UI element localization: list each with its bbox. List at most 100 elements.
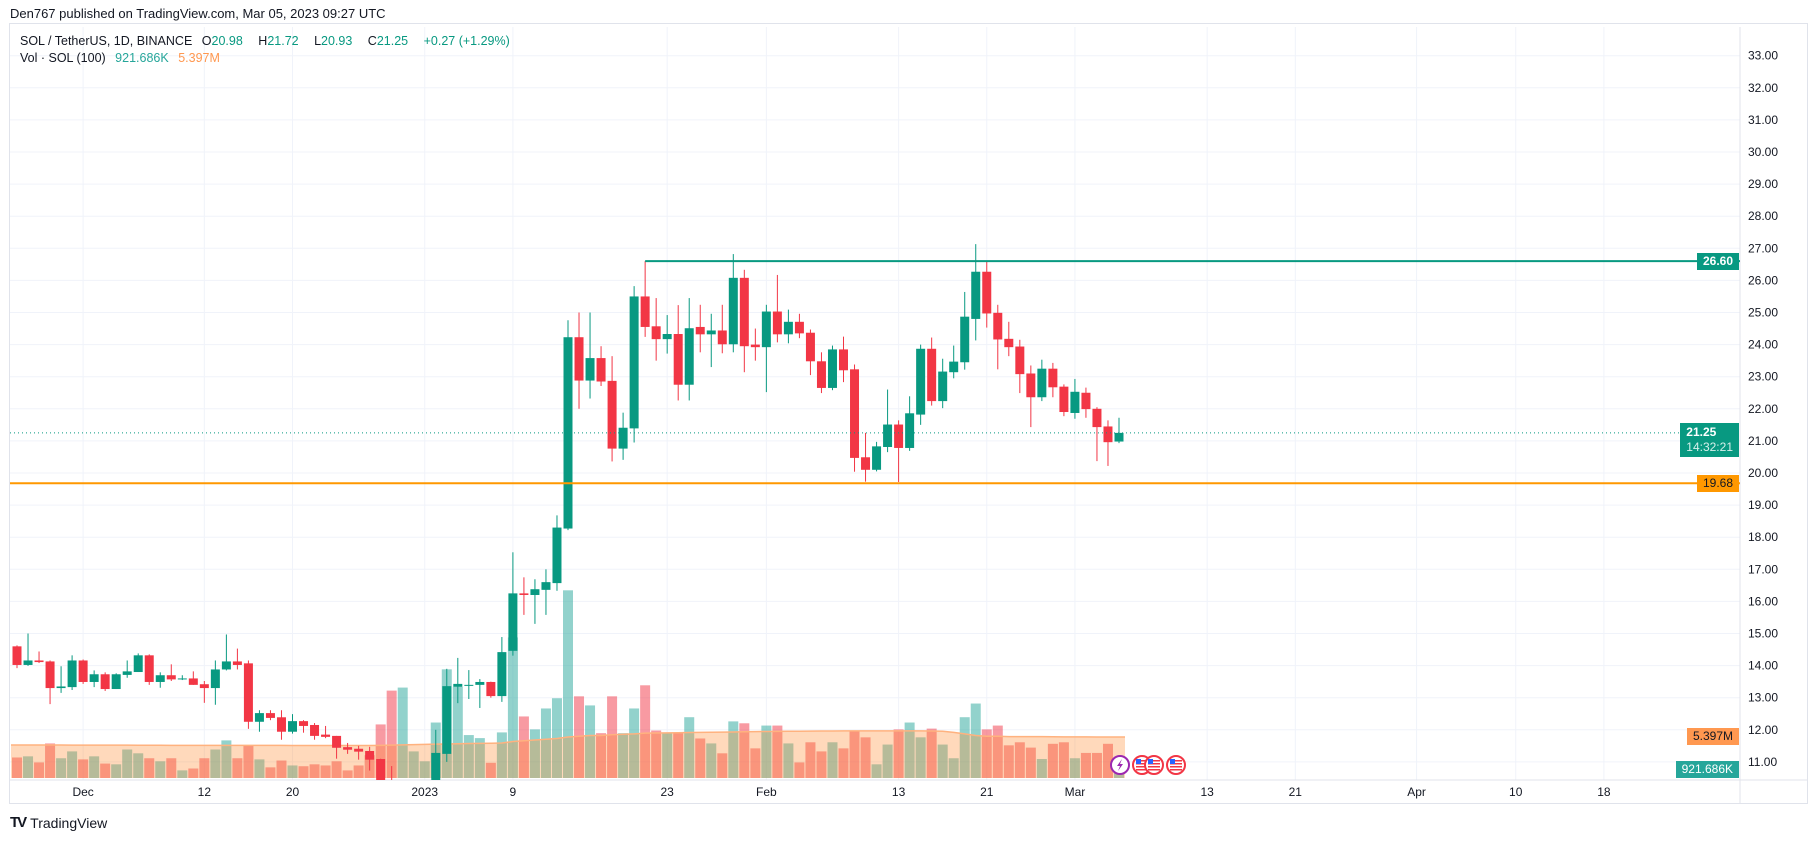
volume-bar [254,759,265,778]
volume-bar [1058,742,1069,778]
flag-stripe [1148,760,1160,762]
price-axis[interactable]: 11.00 12.00 13.00 14.00 15.00 16.00 17.00 18.00… [1748,49,1778,769]
open-value: 20.98 [211,34,243,48]
candle-body [508,593,518,651]
candle-body [717,330,727,345]
price-tick-label: 13.00 [1748,691,1778,705]
volume-bar [221,740,232,778]
candle-body [1026,373,1036,398]
candle-body [475,681,485,685]
time-tick-label: 18 [1597,785,1611,799]
volume-ma-value: 5.397M [178,51,220,65]
tradingview-logo-text: TradingView [30,814,108,831]
candle-body [210,669,220,689]
volume-bar [67,751,78,778]
events[interactable] [1110,755,1186,775]
time-tick-label: Mar [1065,785,1086,799]
tradingview-logo[interactable]: TV TradingView [10,814,107,831]
volume-bar [34,762,45,778]
candle-body [574,337,584,381]
volume-bar [1069,758,1080,778]
candle-body [453,683,463,687]
candle-body [221,661,231,670]
time-tick-label: Feb [756,785,777,799]
candle-body [321,734,331,737]
candle-body [850,369,860,458]
candle-body [67,660,77,688]
us-flag-icon[interactable] [1144,755,1164,775]
candle-body [1103,426,1113,443]
candle-body [442,686,452,754]
candle-body [827,349,837,388]
volume-bar [518,716,529,778]
price-tick-label: 26.00 [1748,273,1778,287]
price-tick-label: 27.00 [1748,241,1778,255]
volume-bar [926,728,937,778]
volume-bar [970,703,981,778]
candle-body [111,674,121,690]
legend-symbol[interactable]: SOL / TetherUS, 1D, BINANCE [20,34,193,48]
candle-body [872,446,882,470]
candle-body [177,678,187,680]
volume-value: 921.686K [115,51,169,65]
price-tick-label: 17.00 [1748,562,1778,576]
volume-legend-label[interactable]: Vol · SOL (100) [20,51,106,65]
us-flag-icon[interactable] [1166,755,1186,775]
volume-bar [816,751,827,778]
price-tick-label: 32.00 [1748,81,1778,95]
volume-bar [739,723,750,778]
volume-ma-axis-label: 5.397M [1686,728,1739,746]
volume-bar [12,757,22,778]
volume-bar [1091,752,1102,778]
volume-bar [882,744,893,778]
candle-body [607,380,617,449]
volume-bar [904,722,915,778]
candle-body [199,684,209,689]
flag-stripe [1148,763,1160,765]
low-value: 20.93 [321,34,353,48]
volume-bar [1014,742,1025,778]
candle-body [34,660,44,663]
candle-body [166,675,176,680]
time-tick-label: 21 [1289,785,1303,799]
horizontal-lines[interactable] [10,260,1740,485]
candle-body [1070,391,1080,413]
volume-bar [45,743,56,778]
candle-body [343,747,353,750]
volume-bar [419,761,430,778]
candle-body [398,795,407,796]
candle-body [662,334,672,340]
high-value: 21.72 [267,34,299,48]
time-axis[interactable]: Dec 12 20 2023 9 23 Feb 13 21 Mar 13 21 Apr 10 18 [72,785,1610,799]
candle-body [188,678,198,685]
low-label: L [314,34,322,48]
candle-body [1048,368,1058,388]
volume-bar [651,730,662,778]
volume-bar [144,758,155,778]
volume-bar [89,756,100,778]
resistance-price-label: 26.60 [1696,252,1739,270]
volume-bar [827,742,838,778]
volume-bar [375,724,386,778]
volume-bar [959,717,970,778]
candle-body [783,321,793,335]
candle-body [464,684,474,686]
grid [10,27,1808,804]
flag-canton [1170,759,1175,764]
volume-bar [860,737,871,778]
candle-body [1015,346,1025,375]
last-price-value: 21.25 [1686,424,1717,439]
volume-bar [1036,759,1047,778]
volume-bar [397,687,408,778]
flag-stripe [1170,763,1182,765]
candle-body [750,344,760,348]
volume-bar [331,761,342,778]
volume-bar [122,749,133,778]
volume-bar [265,767,276,778]
candle-body [530,589,540,595]
volume-bar [309,764,320,778]
lightning-icon[interactable] [1110,755,1130,775]
legend-main: SOL / TetherUS, 1D, BINANCE O20.98 H21.7… [20,34,516,49]
volume-bar [662,733,673,778]
